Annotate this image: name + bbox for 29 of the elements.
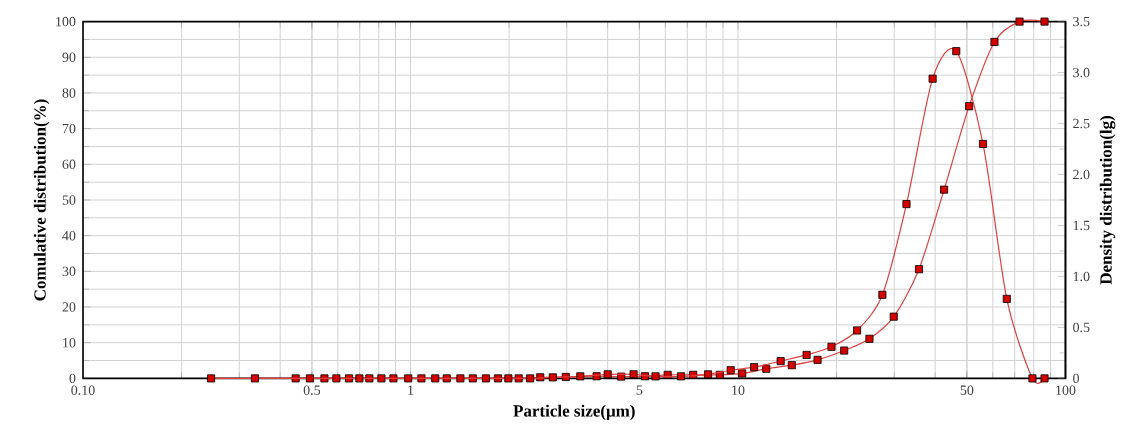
- y-tick-label: 30: [62, 266, 76, 277]
- y-tick-label: 0: [69, 373, 76, 384]
- x-tick-label: 10: [732, 385, 745, 395]
- y2-tick-label: 1.0: [1073, 271, 1090, 282]
- x-tick-label: 0.10: [71, 385, 95, 395]
- y-tick-label: 50: [62, 195, 76, 205]
- y2-axis-title: Density distribution(lg): [1099, 115, 1116, 285]
- y-tick-label: 100: [56, 16, 76, 27]
- y2-tick-label: 0.5: [1073, 322, 1090, 333]
- y2-tick-label: 1.5: [1073, 220, 1090, 231]
- y2-tick-label: 2.5: [1073, 118, 1090, 129]
- x-tick-label: 5: [636, 385, 643, 395]
- y-tick-label: 10: [63, 337, 76, 348]
- y-tick-label: 80: [62, 88, 76, 98]
- x-tick-label: 100: [1056, 385, 1076, 395]
- y-tick-label: 90: [62, 52, 76, 62]
- x-tick-label: 50: [960, 385, 974, 395]
- x-tick-label: 1: [408, 385, 414, 395]
- y-tick-label: 40: [62, 230, 76, 241]
- y2-tick-label: 2.0: [1073, 169, 1090, 180]
- x-tick-label: 0.5: [303, 385, 321, 395]
- y2-tick-label: 3.0: [1073, 67, 1090, 78]
- y2-tick-label: 3.5: [1073, 16, 1090, 27]
- y2-tick-label: 0: [1073, 373, 1079, 384]
- y-tick-label: 60: [62, 159, 76, 170]
- y-tick-label: 20: [62, 302, 76, 312]
- y-axis-title: Comulative distribution(%): [33, 99, 50, 301]
- y-tick-label: 70: [62, 123, 76, 134]
- x-axis-title: Particle size(μm): [513, 404, 635, 421]
